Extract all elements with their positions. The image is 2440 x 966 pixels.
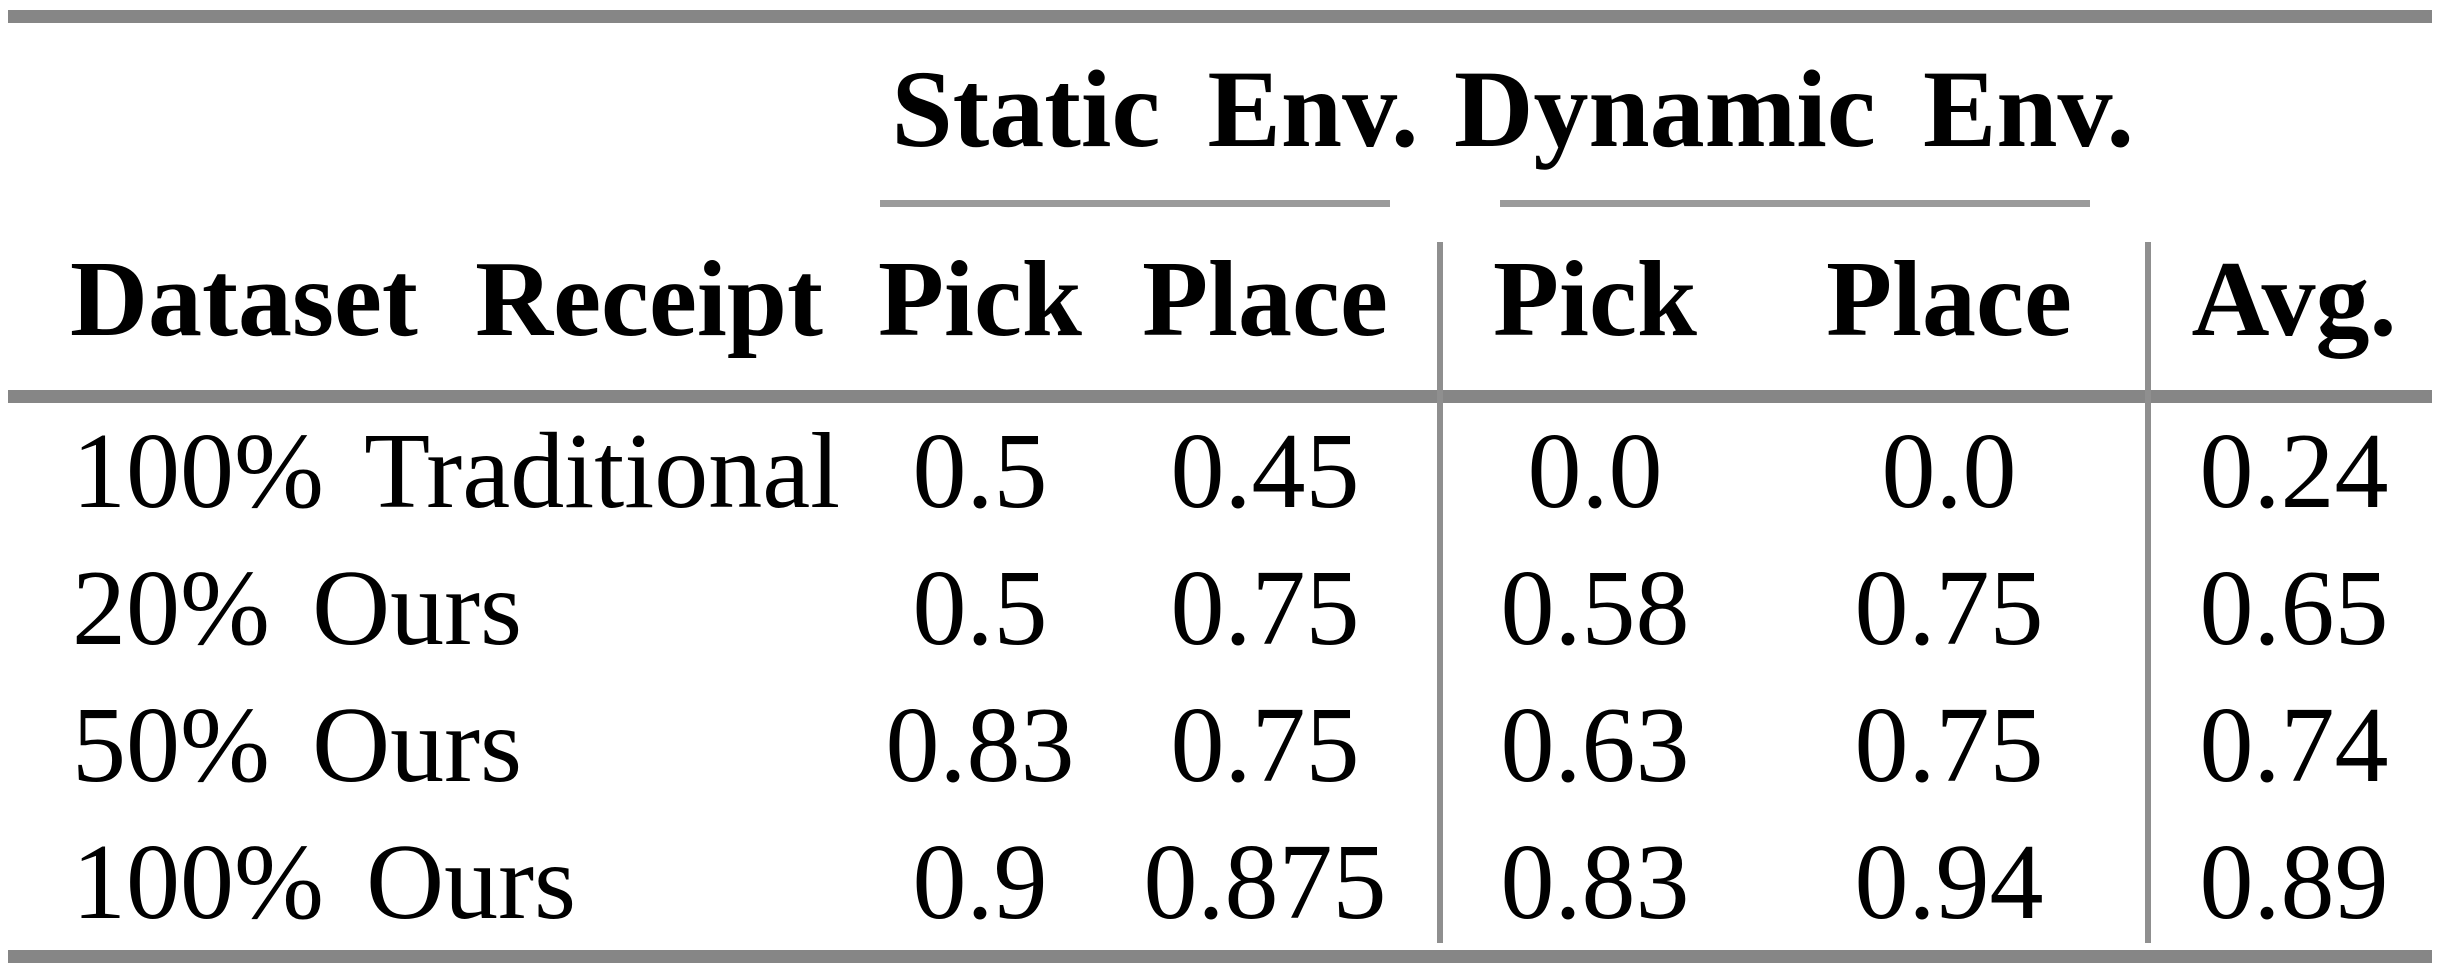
group-header-dynamic-env: Dynamic Env. [1454,48,2134,170]
row-2-static-place: 0.75 [1170,685,1360,805]
bottom-rule [8,950,2432,963]
row-0-dynamic-place: 0.0 [1881,411,2017,531]
row-3-dynamic-place: 0.94 [1854,822,2044,942]
row-1-dynamic-place: 0.75 [1854,548,2044,668]
group-header-spacer-right [2148,0,2440,210]
row-2-dynamic-pick: 0.63 [1500,685,1690,805]
row-0-dynamic-pick: 0.0 [1527,411,1663,531]
column-header-static-place: Place [1142,240,1388,359]
row-0-static-pick: 0.5 [912,411,1048,531]
vertical-divider-dynamic-avg [2145,242,2151,943]
row-3-dynamic-pick: 0.83 [1500,822,1690,942]
row-1-dynamic-pick: 0.58 [1500,548,1690,668]
row-2-dynamic-place: 0.75 [1854,685,2044,805]
top-rule [8,10,2432,23]
dynamic-env-underline [1500,200,2090,207]
row-1-static-place: 0.75 [1170,548,1360,668]
row-1-avg: 0.65 [2199,548,2389,668]
column-header-dynamic-place: Place [1826,240,2072,359]
static-env-underline [880,200,1390,207]
row-2-avg: 0.74 [2199,685,2389,805]
row-3-static-pick: 0.9 [912,822,1048,942]
row-3-static-place: 0.875 [1143,822,1387,942]
row-0-static-place: 0.45 [1170,411,1360,531]
vertical-divider-static-dynamic [1437,242,1443,943]
row-0-avg: 0.24 [2199,411,2389,531]
row-1-static-pick: 0.5 [912,548,1048,668]
group-header-spacer-left [0,0,870,210]
mid-rule [8,390,2432,403]
row-1-label: 20% Ours [72,548,523,668]
column-header-avg: Avg. [2191,240,2397,359]
column-header-dynamic-pick: Pick [1493,240,1697,359]
column-header-dataset-receipt: Dataset Receipt [70,240,823,359]
column-header-static-pick: Pick [878,240,1082,359]
row-3-label: 100% Ours [72,822,577,942]
row-2-label: 50% Ours [72,685,523,805]
group-header-static-env: Static Env. [891,48,1419,170]
row-3-avg: 0.89 [2199,822,2389,942]
row-0-label: 100% Traditional [72,411,841,531]
row-2-static-pick: 0.83 [885,685,1075,805]
